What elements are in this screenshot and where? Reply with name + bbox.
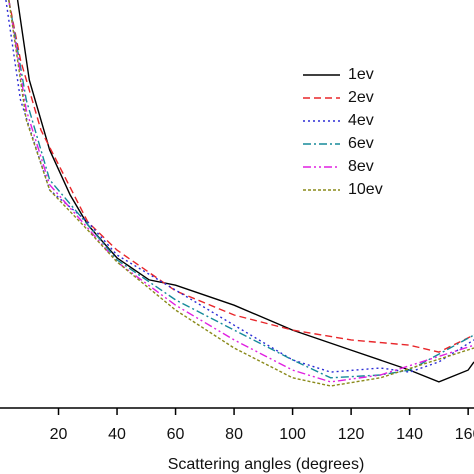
- x-tick-label: 80: [225, 426, 243, 443]
- x-tick-label: 100: [279, 426, 306, 443]
- series-line: [8, 0, 474, 387]
- legend-label: 10ev: [348, 181, 383, 198]
- x-axis-label: Scattering angles (degrees): [168, 456, 365, 473]
- legend-label: 2ev: [348, 89, 374, 106]
- x-tick-label: 140: [396, 426, 423, 443]
- legend-label: 8ev: [348, 158, 374, 175]
- series-line: [8, 0, 474, 379]
- series-line: [8, 0, 474, 353]
- series-line: [8, 0, 474, 383]
- series-line: [16, 0, 474, 383]
- x-tick-label: 60: [167, 426, 185, 443]
- legend-label: 1ev: [348, 66, 374, 83]
- x-tick-label: 40: [108, 426, 126, 443]
- legend-label: 6ev: [348, 135, 374, 152]
- plot-area: [5, 0, 474, 387]
- x-tick-label: 20: [50, 426, 68, 443]
- x-tick-label: 160: [455, 426, 474, 443]
- x-tick-label: 120: [338, 426, 365, 443]
- legend-label: 4ev: [348, 112, 374, 129]
